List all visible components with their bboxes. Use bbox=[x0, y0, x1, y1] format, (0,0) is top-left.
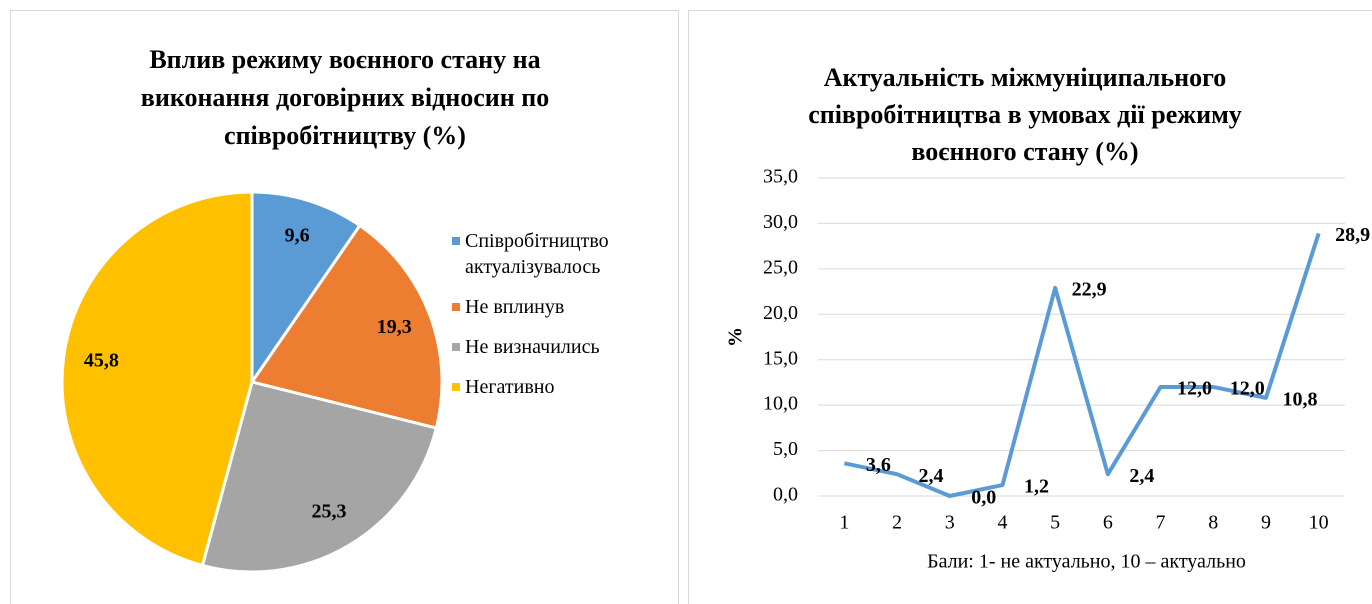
data-label: 22,9 bbox=[1072, 279, 1107, 301]
y-tick-label: 30,0 bbox=[763, 211, 798, 233]
legend-swatch bbox=[452, 237, 460, 245]
data-label: 2,4 bbox=[919, 465, 944, 487]
chart-title: Вплив режиму воєнного стану на bbox=[149, 45, 540, 74]
data-label: 12,0 bbox=[1230, 378, 1265, 400]
data-label: 25,3 bbox=[311, 501, 346, 523]
chart-title: співробітництву (%) bbox=[224, 121, 466, 150]
data-label: 45,8 bbox=[84, 350, 119, 372]
data-label: 28,9 bbox=[1335, 224, 1370, 246]
x-tick-label: 2 bbox=[892, 512, 902, 534]
data-label: 1,2 bbox=[1024, 476, 1049, 498]
y-tick-label: 35,0 bbox=[763, 166, 798, 188]
y-axis-label: % bbox=[725, 327, 747, 347]
y-tick-label: 25,0 bbox=[763, 256, 798, 278]
x-tick-label: 1 bbox=[839, 512, 849, 534]
legend-label: Не вплинув bbox=[465, 296, 565, 318]
data-label: 19,3 bbox=[377, 316, 412, 338]
data-label: 0,0 bbox=[971, 487, 996, 509]
y-tick-label: 0,0 bbox=[773, 484, 798, 506]
legend-item: Не вплинув bbox=[452, 294, 662, 320]
data-label: 3,6 bbox=[866, 454, 891, 476]
x-tick-label: 6 bbox=[1103, 512, 1113, 534]
legend-swatch bbox=[452, 383, 460, 391]
legend-label: Не визначились bbox=[465, 336, 600, 358]
x-tick-label: 8 bbox=[1208, 512, 1218, 534]
data-label: 10,8 bbox=[1282, 388, 1317, 410]
y-tick-label: 5,0 bbox=[773, 438, 798, 460]
x-tick-label: 10 bbox=[1309, 512, 1329, 534]
pie-slice bbox=[250, 190, 362, 387]
panel bbox=[688, 10, 1372, 604]
legend: Співробітництво актуалізувалось Не вплину… bbox=[452, 228, 662, 414]
x-tick-label: 7 bbox=[1156, 512, 1166, 534]
y-tick-label: 20,0 bbox=[763, 302, 798, 324]
x-tick-label: 4 bbox=[997, 512, 1007, 534]
pie-slice bbox=[249, 223, 444, 430]
chart-title: воєнного стану (%) bbox=[911, 137, 1138, 166]
data-label: 2,4 bbox=[1129, 465, 1154, 487]
legend-item: Не визначились bbox=[452, 334, 662, 360]
x-tick-label: 9 bbox=[1261, 512, 1271, 534]
legend-label: Співробітництво актуалізувалось bbox=[465, 230, 609, 278]
legend-swatch bbox=[452, 343, 460, 351]
panel bbox=[10, 10, 679, 604]
data-label: 9,6 bbox=[285, 224, 310, 246]
chart-title: співробітництва в умовах дії режиму bbox=[808, 100, 1242, 129]
x-axis-label: Бали: 1- не актуально, 10 – актуально bbox=[927, 551, 1246, 573]
legend-label: Негативно bbox=[465, 376, 555, 398]
line bbox=[843, 232, 1321, 498]
x-tick-label: 5 bbox=[1050, 512, 1060, 534]
pie-slice bbox=[200, 380, 439, 574]
chart-title: Актуальність міжмуніципального bbox=[824, 63, 1227, 92]
y-tick-label: 10,0 bbox=[763, 393, 798, 415]
data-label: 12,0 bbox=[1177, 378, 1212, 400]
legend-item: Негативно bbox=[452, 374, 662, 400]
chart-title: виконання договірних відносин по bbox=[141, 83, 549, 112]
x-tick-label: 3 bbox=[945, 512, 955, 534]
legend-swatch bbox=[452, 303, 460, 311]
pie-slice bbox=[60, 190, 254, 568]
y-tick-label: 15,0 bbox=[763, 347, 798, 369]
legend-item: Співробітництво актуалізувалось bbox=[452, 228, 662, 280]
